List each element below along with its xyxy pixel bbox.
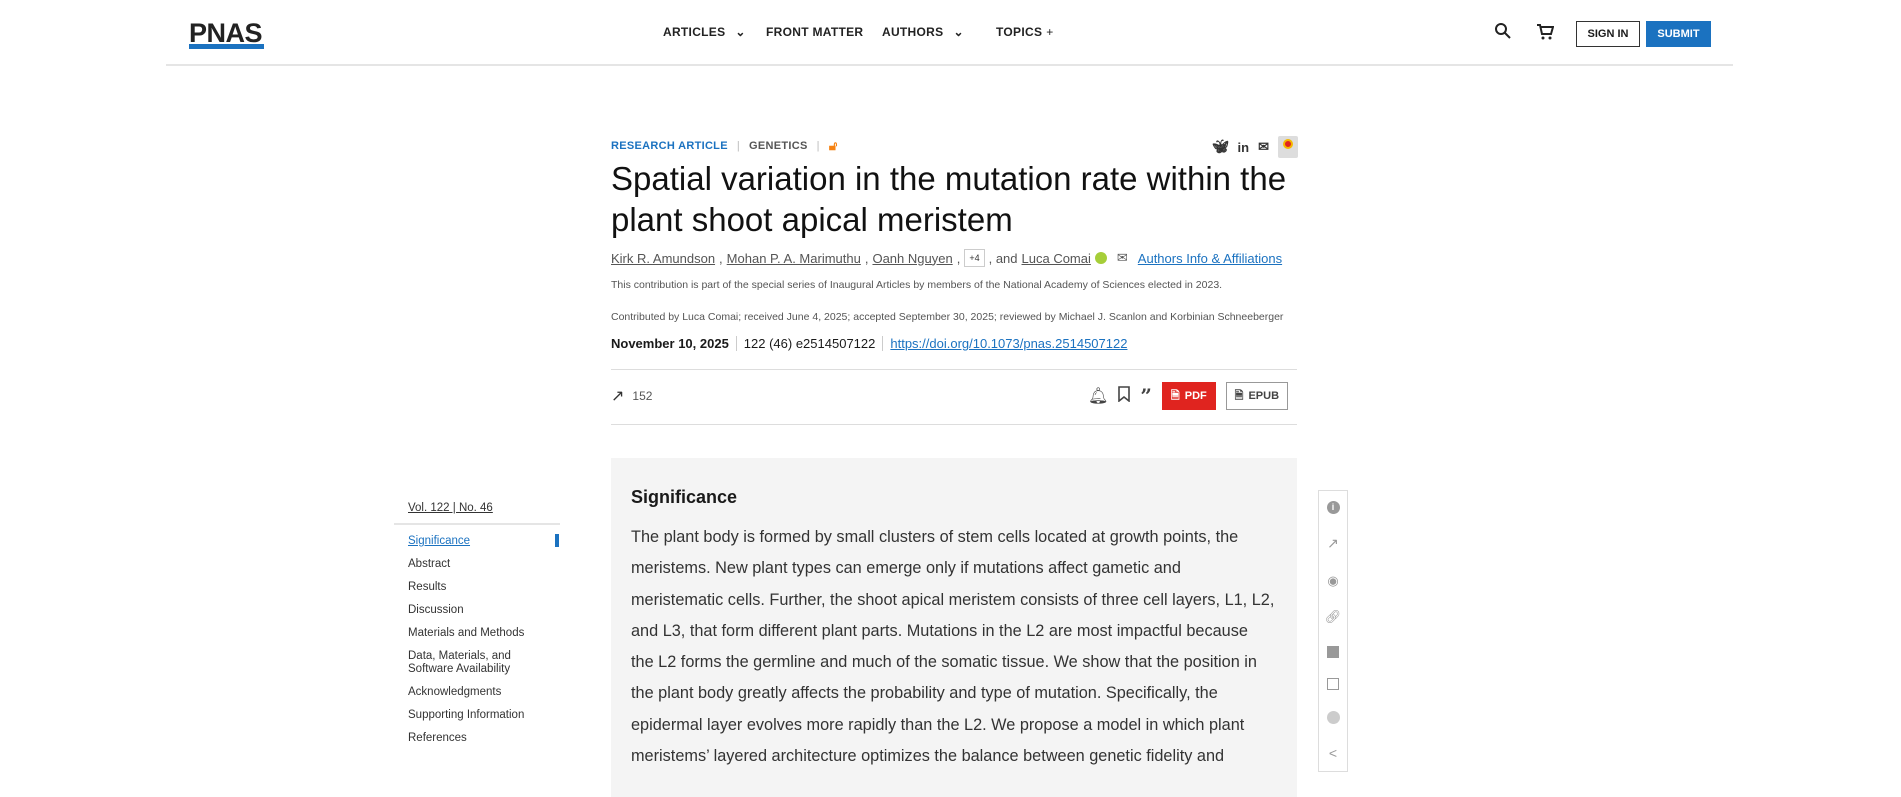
affiliations-link[interactable]: Authors Info & Affiliations xyxy=(1137,250,1283,266)
pdf-file-icon: 🗎︎ xyxy=(1170,389,1180,402)
article-type[interactable]: RESEARCH ARTICLE xyxy=(611,140,728,152)
email-icon[interactable]: ✉ xyxy=(1116,250,1128,265)
significance-text: The plant body is formed by small cluste… xyxy=(631,528,1275,766)
bookmark-icon[interactable] xyxy=(1118,385,1131,407)
contribution-note: This contribution is part of the special… xyxy=(611,279,1223,291)
volume-link[interactable]: Vol. 122 | No. 46 xyxy=(408,502,493,514)
author-list: Kirk R. Amundson, Mohan P. A. Marimuthu,… xyxy=(611,249,1283,267)
publication-date: November 10, 2025 xyxy=(611,336,729,351)
cite-icon[interactable]: ” xyxy=(1140,384,1152,408)
section-heading: Significance xyxy=(631,487,738,507)
nav-label: ARTICLES xyxy=(663,25,726,39)
nav-topics[interactable]: TOPICS + xyxy=(996,25,1054,39)
author-link[interactable]: Oanh Nguyen xyxy=(872,250,953,266)
tables-icon[interactable] xyxy=(1327,678,1339,691)
media-icon[interactable] xyxy=(1326,711,1340,725)
author-link[interactable]: Mohan P. A. Marimuthu xyxy=(726,250,861,266)
nav-articles[interactable]: ARTICLES ⌄ xyxy=(663,25,746,39)
pdf-label: PDF xyxy=(1184,390,1207,402)
article-title: Spatial variation in the mutation rate w… xyxy=(611,160,1287,238)
nav-front-matter[interactable]: FRONT MATTER xyxy=(766,25,863,39)
bluesky-icon[interactable]: 🦋︎ xyxy=(1212,139,1229,154)
publication-info: November 10, 2025 122 (46) e2514507122 h… xyxy=(611,336,1134,351)
doi-link[interactable]: https://doi.org/10.1073/pnas.2514507122 xyxy=(882,336,1134,351)
sidebar-item-supporting-information[interactable]: Supporting Information xyxy=(408,709,525,721)
author-link[interactable]: Luca Comai xyxy=(1021,250,1091,266)
sidebar-item-abstract[interactable]: Abstract xyxy=(408,558,451,570)
nav-label: AUTHORS xyxy=(882,25,944,39)
header-divider xyxy=(166,64,1733,66)
nav-authors[interactable]: AUTHORS ⌄ xyxy=(882,25,964,39)
trending-icon: ↗ xyxy=(611,388,625,405)
contributed-note: Contributed by Luca Comai; received June… xyxy=(611,311,1284,323)
linkedin-icon[interactable]: in xyxy=(1237,139,1250,155)
logo-underline xyxy=(189,44,264,49)
link-icon[interactable]: 🔗︎ xyxy=(1324,609,1342,625)
epub-button[interactable]: 🗎︎ EPUB xyxy=(1225,382,1288,410)
epub-file-icon: 🗎︎ xyxy=(1234,389,1244,402)
view-icon[interactable]: ◉ xyxy=(1327,572,1339,588)
divider xyxy=(611,424,1297,425)
metric-count: 152 xyxy=(632,389,653,403)
article-toolbar: i ↗ ◉ 🔗︎ < xyxy=(1318,490,1348,772)
share-icon[interactable]: < xyxy=(1328,744,1338,761)
sidebar-item-acknowledgments[interactable]: Acknowledgments xyxy=(408,686,502,698)
chevron-down-icon: ⌄ xyxy=(735,25,746,39)
sidebar-item-references[interactable]: References xyxy=(408,732,467,744)
significance-section: Significance The plant body is formed by… xyxy=(611,458,1297,797)
and-text: , and xyxy=(988,250,1018,266)
sidebar-item-data-availability[interactable]: Data, Materials, and Software Availabili… xyxy=(408,650,511,675)
more-authors-button[interactable]: +4 xyxy=(964,249,985,267)
nav-label: TOPICS xyxy=(996,25,1043,39)
sidebar-divider xyxy=(394,523,560,525)
sidebar-item-results[interactable]: Results xyxy=(408,581,447,593)
open-access-icon: 🔓︎ xyxy=(828,138,838,153)
submit-button[interactable]: SUBMIT xyxy=(1646,21,1711,47)
article-actions: 🔔︎ ” 🗎︎ PDF 🗎︎ EPUB xyxy=(1088,382,1288,410)
orcid-icon[interactable] xyxy=(1094,252,1107,264)
pnas-logo[interactable]: PNAS xyxy=(189,18,263,48)
metrics-icon[interactable]: ↗ xyxy=(1327,534,1339,551)
sidebar-item-significance[interactable]: Significance xyxy=(408,535,471,547)
sidebar-item-methods[interactable]: Materials and Methods xyxy=(408,627,525,639)
bell-icon[interactable]: 🔔︎ xyxy=(1088,388,1109,405)
active-indicator xyxy=(555,534,559,547)
search-icon[interactable] xyxy=(1494,22,1512,45)
nav-label: FRONT MATTER xyxy=(766,25,864,39)
article-meta: RESEARCH ARTICLE | GENETICS | 🔓︎ xyxy=(611,138,838,154)
article-category[interactable]: GENETICS xyxy=(749,140,808,152)
citation: 122 (46) e2514507122 xyxy=(735,336,883,351)
epub-label: EPUB xyxy=(1248,390,1280,402)
chevron-down-icon: ⌄ xyxy=(953,25,964,39)
divider: | xyxy=(736,140,741,152)
metrics[interactable]: ↗ 152 xyxy=(611,386,652,406)
sign-in-button[interactable]: SIGN IN xyxy=(1576,21,1640,47)
author-link[interactable]: Kirk R. Amundson xyxy=(611,250,716,266)
divider: | xyxy=(816,140,820,152)
cart-icon[interactable] xyxy=(1536,23,1555,46)
plus-icon: + xyxy=(1046,25,1054,39)
sidebar-item-discussion[interactable]: Discussion xyxy=(408,604,464,616)
figures-icon[interactable] xyxy=(1327,645,1339,658)
email-icon[interactable]: ✉ xyxy=(1258,139,1269,154)
divider xyxy=(611,369,1297,370)
pdf-button[interactable]: 🗎︎ PDF xyxy=(1161,382,1216,410)
crossmark-icon[interactable] xyxy=(1277,136,1298,158)
info-icon[interactable]: i xyxy=(1326,501,1340,515)
